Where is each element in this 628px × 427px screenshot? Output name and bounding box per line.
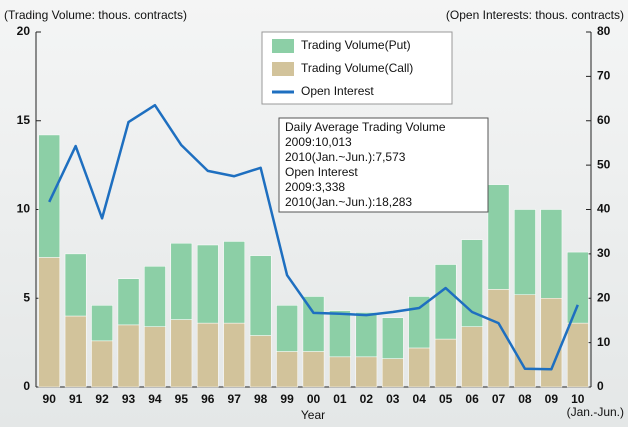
x-tick-label: 92 xyxy=(95,392,109,406)
bar xyxy=(64,253,87,317)
x-tick-label: 05 xyxy=(439,392,453,406)
bar xyxy=(540,209,563,299)
bar xyxy=(514,209,536,295)
annotation-text: Daily Average Trading Volume xyxy=(285,120,446,134)
bar xyxy=(566,322,589,388)
x-tick-label: 97 xyxy=(228,392,242,406)
y-axis-label: (Trading Volume: thous. contracts) xyxy=(4,8,187,22)
bar xyxy=(355,356,378,388)
y2-tick-label: 10 xyxy=(597,335,611,349)
bar xyxy=(144,326,166,388)
bar xyxy=(144,266,166,327)
bar xyxy=(117,324,140,388)
legend-swatch xyxy=(272,39,294,53)
bar xyxy=(276,305,298,352)
bar xyxy=(302,351,325,388)
x-tick-label: 95 xyxy=(175,392,189,406)
y2-tick-label: 40 xyxy=(597,202,611,216)
annotation-text: 2009:10,013 xyxy=(285,135,352,149)
y2-tick-label: 70 xyxy=(597,69,611,83)
x-tick-label: 94 xyxy=(148,392,162,406)
bar xyxy=(249,255,272,336)
x-tick-label: 08 xyxy=(518,392,532,406)
line xyxy=(48,103,579,371)
x-tick-label: 99 xyxy=(280,392,294,406)
x-tick-label: 07 xyxy=(492,392,506,406)
x-tick-label: 02 xyxy=(360,392,374,406)
y-tick-label: 10 xyxy=(17,202,31,216)
y2-tick-label: 20 xyxy=(597,290,611,304)
annotation-text: 2009:3,338 xyxy=(285,180,345,194)
legend-label: Trading Volume(Put) xyxy=(301,38,411,52)
y-tick-label: 15 xyxy=(17,113,31,127)
y2-tick-label: 30 xyxy=(597,246,611,260)
x-tick-label: 96 xyxy=(201,392,215,406)
bar xyxy=(38,134,61,258)
x-tick-label: 06 xyxy=(465,392,479,406)
bar xyxy=(461,326,483,388)
bar xyxy=(566,251,589,324)
y-tick-label: 5 xyxy=(23,290,30,304)
y2-tick-label: 0 xyxy=(597,379,604,393)
y2-axis-label: (Open Interests: thous. contracts) xyxy=(446,8,624,22)
x-note: (Jan.-Jun.) xyxy=(567,405,624,419)
bar xyxy=(329,310,351,358)
bar xyxy=(487,184,510,290)
bar xyxy=(329,356,351,388)
bar xyxy=(196,244,219,324)
bar xyxy=(117,278,140,326)
bar xyxy=(381,358,404,388)
y2-tick-label: 60 xyxy=(597,113,611,127)
annotation-text: 2010(Jan.~Jun.):18,283 xyxy=(285,195,412,209)
bar xyxy=(38,257,61,388)
x-tick-label: 04 xyxy=(413,392,427,406)
x-tick-label: 10 xyxy=(571,392,585,406)
bar xyxy=(276,351,298,388)
annotation-text: 2010(Jan.~Jun.):7,573 xyxy=(285,150,406,164)
legend-label: Trading Volume(Call) xyxy=(301,61,413,75)
x-tick-label: 00 xyxy=(307,392,321,406)
x-tick-label: 98 xyxy=(254,392,268,406)
bar xyxy=(170,242,193,320)
bar xyxy=(223,322,246,388)
x-tick-label: 91 xyxy=(69,392,83,406)
bar xyxy=(91,340,113,388)
bar xyxy=(461,239,483,327)
x-tick-label: 01 xyxy=(333,392,347,406)
legend-swatch xyxy=(272,62,294,76)
bar xyxy=(540,298,563,388)
bar xyxy=(434,338,457,388)
y-tick-label: 0 xyxy=(23,379,30,393)
annotation-text: Open Interest xyxy=(285,165,358,179)
y2-tick-label: 50 xyxy=(597,157,611,171)
bar xyxy=(408,347,431,388)
x-axis-label: Year xyxy=(301,408,325,422)
bar xyxy=(223,241,246,324)
bar xyxy=(91,305,113,342)
annotation-box xyxy=(278,117,489,213)
bar xyxy=(434,264,457,340)
x-tick-label: 03 xyxy=(386,392,400,406)
bar xyxy=(408,296,431,349)
bar xyxy=(302,296,325,352)
bar xyxy=(64,315,87,388)
bar xyxy=(514,294,536,388)
legend-label: Open Interest xyxy=(301,84,374,98)
y2-tick-label: 80 xyxy=(597,24,611,38)
bar xyxy=(249,335,272,388)
x-tick-label: 93 xyxy=(122,392,136,406)
bar xyxy=(170,319,193,388)
x-tick-label: 09 xyxy=(545,392,559,406)
bar xyxy=(381,317,404,359)
bar xyxy=(355,312,378,358)
y-tick-label: 20 xyxy=(17,24,31,38)
x-tick-label: 90 xyxy=(43,392,57,406)
bar xyxy=(196,322,219,388)
